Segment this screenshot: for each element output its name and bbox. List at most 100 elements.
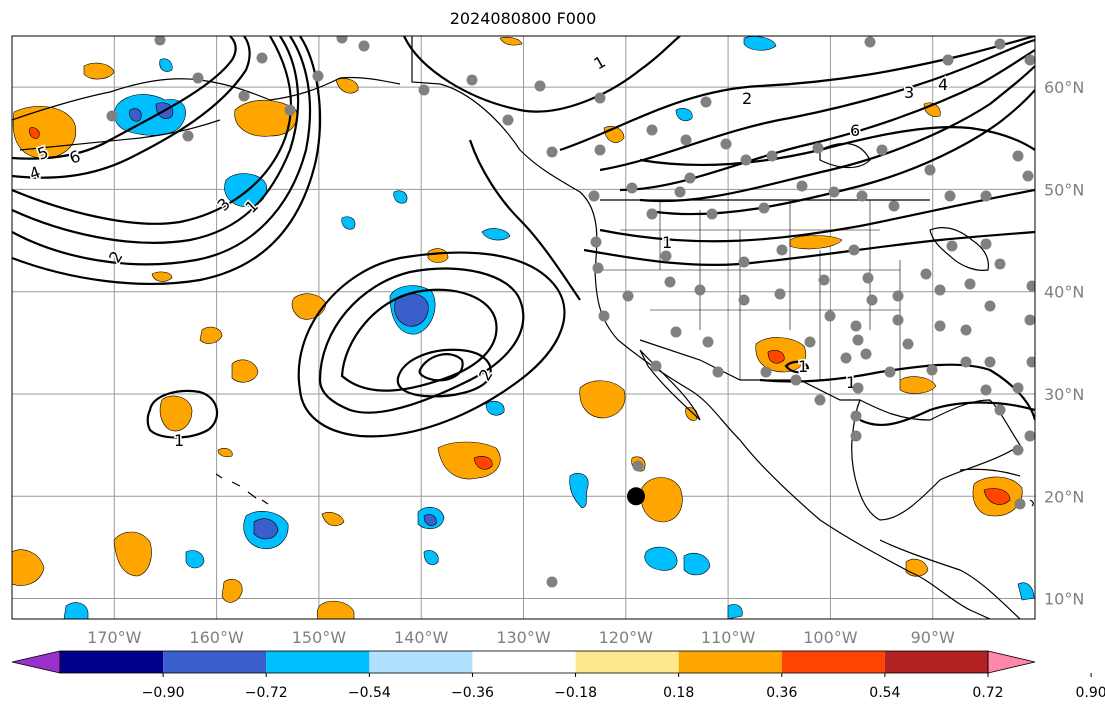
shading-negative	[114, 94, 186, 136]
contour-label: 6	[850, 121, 860, 140]
shading-positive	[113, 531, 152, 577]
contour-northwest-4	[12, 36, 322, 285]
hawaii-islands	[215, 473, 269, 505]
colorbar-tick-label: 0.72	[972, 685, 1003, 701]
station-dot	[632, 460, 644, 472]
shading-negative-strong	[253, 518, 279, 540]
colorbar-tick-label: −0.90	[142, 685, 185, 701]
contour-low-4	[396, 348, 492, 398]
contour-northwest-6	[12, 36, 251, 179]
station-dot	[964, 278, 976, 290]
station-dot	[1024, 430, 1035, 442]
shading-negative	[675, 108, 693, 122]
station-dot	[1012, 382, 1024, 394]
station-dot	[818, 274, 830, 286]
station-dot	[650, 360, 662, 372]
shading-positive-strong	[983, 488, 1011, 505]
shading-positive-strong	[29, 127, 40, 139]
shading-positive	[640, 477, 683, 523]
station-dot	[944, 190, 956, 202]
station-dot	[934, 284, 946, 296]
station-dot	[804, 336, 816, 348]
contour-east-3	[599, 38, 1035, 172]
shading-negative	[393, 190, 408, 204]
station-dot	[256, 52, 268, 64]
shading-positive	[12, 549, 45, 586]
colorbar-tick-label: 0.18	[663, 685, 694, 701]
station-dot	[546, 146, 558, 158]
station-dot	[984, 300, 996, 312]
shading-negative	[683, 553, 711, 576]
shading-positive	[221, 579, 243, 603]
shading-negative-strong	[394, 293, 429, 327]
station-dot	[626, 182, 638, 194]
colorbar-extend-max	[987, 650, 1036, 674]
station-dot	[622, 290, 634, 302]
map-frame	[11, 35, 1036, 620]
station-dot	[238, 90, 250, 102]
station-dot	[192, 72, 204, 84]
station-dot	[888, 200, 900, 212]
gulf-of-mexico-coast	[851, 399, 1021, 521]
station-dot	[924, 164, 936, 176]
shading-negative	[481, 228, 511, 241]
shading-negative	[743, 36, 777, 51]
shading-positive	[217, 448, 233, 458]
shading-negative	[63, 602, 89, 619]
caribbean-islands	[959, 468, 1034, 507]
central-america	[879, 539, 1021, 619]
longitude-label: 140°W	[394, 628, 449, 647]
shading-negative	[185, 550, 205, 569]
contour-east-6	[655, 89, 1035, 216]
station-dot	[720, 138, 732, 150]
station-dot	[712, 366, 724, 378]
longitude-label: 90°W	[911, 628, 955, 647]
station-dot	[980, 190, 992, 202]
great-lakes	[929, 227, 989, 271]
station-dot	[534, 80, 546, 92]
station-dot	[862, 272, 874, 284]
station-dot	[646, 124, 658, 136]
station-dot	[926, 364, 938, 376]
contour-label: 1	[174, 431, 184, 450]
station-dot	[418, 84, 430, 96]
latitude-label: 10°N	[1044, 590, 1084, 609]
contour-low-3	[340, 288, 498, 392]
station-dot	[738, 256, 750, 268]
station-dot	[984, 356, 996, 368]
latitude-labels: 10°N 20°N 30°N 40°N 50°N 60°N	[1044, 78, 1084, 608]
contour-east-7	[639, 126, 1035, 167]
station-dot	[182, 130, 194, 142]
contour-northwest-2	[12, 36, 300, 244]
longitude-label: 160°W	[189, 628, 244, 647]
colorbar-extend-min	[11, 650, 61, 674]
contour-coast-1	[468, 139, 581, 301]
shading-negative	[1017, 582, 1035, 601]
station-dots	[106, 36, 1035, 588]
colorbar-tick-label: −0.18	[554, 685, 597, 701]
contour-east-9	[583, 230, 1035, 266]
colorbar-tick-label: 0.54	[869, 685, 900, 701]
station-dot	[758, 202, 770, 214]
shading-negative-strong	[129, 108, 142, 122]
colorbar-tick-label: −0.72	[245, 685, 288, 701]
colorbar-tick-label: −0.36	[451, 685, 494, 701]
station-dot	[702, 336, 714, 348]
contour-label: 3	[904, 83, 914, 102]
shading-positive	[789, 235, 843, 250]
station-dot	[946, 240, 958, 252]
station-dot	[980, 384, 992, 396]
longitude-label: 170°W	[87, 628, 142, 647]
station-dot	[664, 276, 676, 288]
shading-positive	[427, 248, 449, 263]
station-dot	[980, 238, 992, 250]
station-dot	[284, 104, 296, 116]
shading-negative	[569, 473, 589, 509]
graticule	[12, 36, 1035, 619]
station-dot	[814, 394, 826, 406]
station-dot	[700, 96, 712, 108]
station-dot	[942, 54, 954, 66]
latitude-label: 30°N	[1044, 385, 1084, 404]
station-dot	[738, 294, 750, 306]
station-dot	[864, 36, 876, 48]
